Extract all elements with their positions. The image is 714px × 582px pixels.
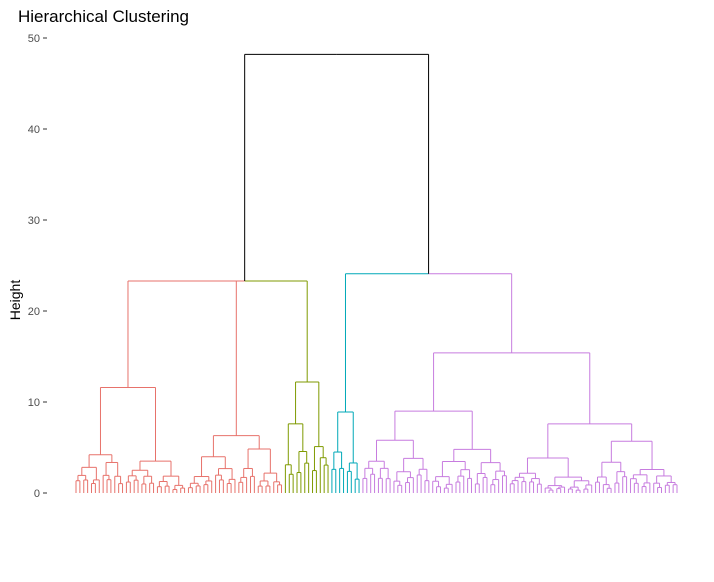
y-tick-label: 40 (28, 124, 40, 136)
dendrogram-links (75, 53, 678, 493)
y-axis: 0 10 20 30 40 50 (28, 33, 47, 500)
y-tick-label: 30 (28, 215, 40, 227)
y-tick-label: 50 (28, 33, 40, 45)
y-tick-label: 0 (34, 488, 40, 500)
y-tick-label: 20 (28, 306, 40, 318)
chart-title: Hierarchical Clustering (18, 7, 189, 26)
y-axis-label: Height (7, 280, 23, 321)
y-tick-label: 10 (28, 397, 40, 409)
